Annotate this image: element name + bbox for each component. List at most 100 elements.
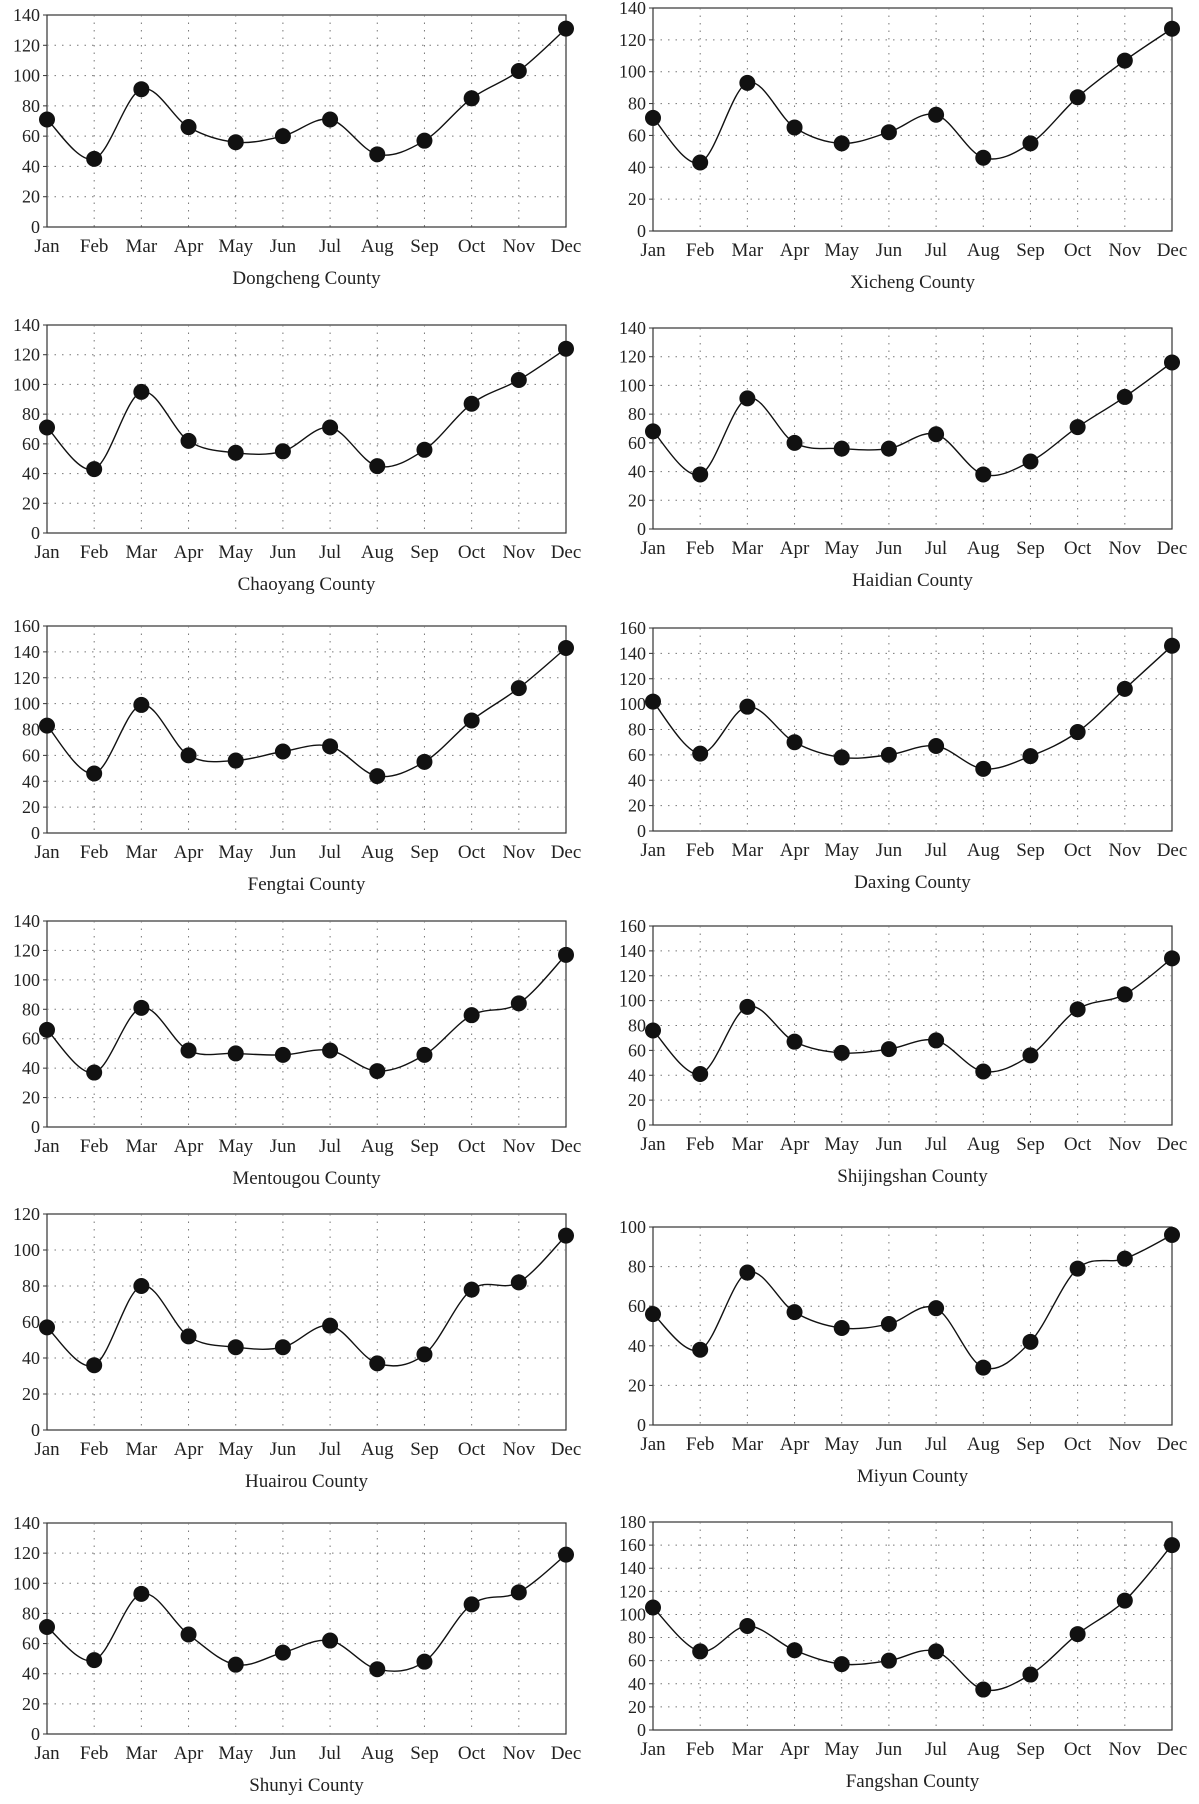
x-tick-label: May <box>824 1739 859 1760</box>
y-tick-label: 120 <box>619 966 646 986</box>
x-tick-label: Jan <box>640 1739 666 1760</box>
x-tick-label: Apr <box>780 538 810 559</box>
series-line <box>652 1544 1173 1692</box>
y-tick-label: 60 <box>22 434 40 454</box>
y-tick-label: 80 <box>628 720 646 740</box>
data-point <box>880 1652 897 1669</box>
data-point <box>274 1046 291 1063</box>
x-tick-label: Aug <box>967 240 1000 261</box>
y-tick-label: 80 <box>22 404 40 424</box>
series-line <box>46 28 567 160</box>
x-tick-label: Mar <box>126 542 158 563</box>
data-point <box>645 1599 661 1616</box>
y-tick-label: 40 <box>22 1058 40 1078</box>
data-point <box>1164 1537 1180 1554</box>
data-point <box>880 1041 897 1058</box>
data-point <box>416 753 433 770</box>
x-tick-label: Aug <box>361 542 394 563</box>
x-tick-label: Jan <box>640 240 666 261</box>
series-line <box>46 1235 567 1367</box>
chart-title: Daxing County <box>854 872 971 893</box>
data-point <box>739 698 756 715</box>
data-point <box>880 1316 897 1333</box>
plot-frame <box>46 324 567 534</box>
data-point <box>133 696 150 713</box>
data-point <box>928 106 945 123</box>
y-tick-label: 40 <box>22 1348 40 1368</box>
data-point <box>463 1281 480 1298</box>
y-tick-label: 100 <box>619 694 646 714</box>
y-tick-label: 40 <box>628 462 646 482</box>
x-tick-label: Jul <box>925 538 947 559</box>
data-point <box>975 1681 992 1698</box>
x-tick-label: Mar <box>732 538 764 559</box>
y-tick-label: 80 <box>22 1276 40 1296</box>
data-point <box>227 444 244 461</box>
x-tick-label: Sep <box>410 842 439 863</box>
y-tick-label: 0 <box>31 1420 40 1440</box>
x-tick-label: Sep <box>1016 240 1045 261</box>
y-tick-label: 100 <box>619 375 646 395</box>
data-point <box>86 1357 103 1374</box>
y-tick-label: 160 <box>619 916 646 936</box>
x-tick-label: Jan <box>640 1434 666 1455</box>
data-point <box>739 1618 756 1634</box>
data-point <box>39 1319 55 1336</box>
y-tick-label: 100 <box>619 991 646 1011</box>
chart-panel-3: 0 20 40 60 80 100 120 140 Jan Feb Mar Apr May Jun Jul A… <box>13 315 581 595</box>
x-tick-label: Dec <box>551 236 582 257</box>
y-tick-label: 120 <box>619 30 646 50</box>
data-point <box>786 1304 803 1321</box>
chart-title: Huairou County <box>245 1471 368 1492</box>
x-tick-label: Oct <box>458 236 486 257</box>
data-point <box>416 1653 433 1670</box>
data-point <box>928 1032 945 1049</box>
data-point <box>975 1063 992 1080</box>
data-point <box>645 1022 661 1039</box>
x-tick-label: Apr <box>780 1434 810 1455</box>
x-tick-label: Dec <box>1157 1434 1188 1455</box>
data-point <box>692 154 709 171</box>
chart-title: Xicheng County <box>850 272 976 293</box>
data-point <box>180 432 197 449</box>
data-point <box>416 132 433 149</box>
data-point <box>558 1546 574 1563</box>
x-tick-label: Nov <box>1108 538 1141 559</box>
data-point <box>369 1063 386 1080</box>
x-tick-label: Jun <box>876 1739 903 1760</box>
x-tick-label: Jul <box>925 840 947 861</box>
x-tick-label: Aug <box>967 840 1000 861</box>
x-tick-label: Nov <box>502 1136 535 1157</box>
data-point <box>510 995 527 1012</box>
y-tick-label: 60 <box>628 745 646 765</box>
data-point <box>833 1656 850 1673</box>
y-tick-label: 60 <box>628 125 646 145</box>
y-tick-label: 20 <box>628 1375 646 1395</box>
x-tick-label: Jul <box>319 1743 341 1764</box>
x-tick-label: Jan <box>34 1439 60 1460</box>
x-tick-label: Dec <box>551 842 582 863</box>
y-tick-label: 0 <box>31 217 40 237</box>
data-point <box>227 1656 244 1673</box>
y-tick-label: 60 <box>22 745 40 765</box>
data-point <box>1116 986 1133 1003</box>
x-tick-label: Apr <box>780 1134 810 1155</box>
x-tick-label: Aug <box>361 842 394 863</box>
data-point <box>928 1643 945 1660</box>
data-point <box>692 1643 709 1660</box>
x-tick-label: Nov <box>502 1439 535 1460</box>
data-point <box>1116 1250 1133 1267</box>
chart-title: Shunyi County <box>249 1775 364 1796</box>
data-point <box>1069 89 1086 106</box>
data-point <box>322 419 339 436</box>
plot-frame <box>652 925 1173 1126</box>
x-tick-label: Aug <box>361 236 394 257</box>
y-tick-label: 40 <box>628 157 646 177</box>
data-point <box>1022 1666 1039 1683</box>
data-point <box>369 458 386 475</box>
data-point <box>1164 20 1180 37</box>
chart-panel-10: 0 20 40 60 80 100 Jan Feb Mar Apr May Jun Jul Aug Sep O… <box>619 1217 1187 1487</box>
y-tick-label: 160 <box>619 1535 646 1555</box>
x-tick-label: Apr <box>174 236 204 257</box>
y-tick-label: 40 <box>628 1065 646 1085</box>
